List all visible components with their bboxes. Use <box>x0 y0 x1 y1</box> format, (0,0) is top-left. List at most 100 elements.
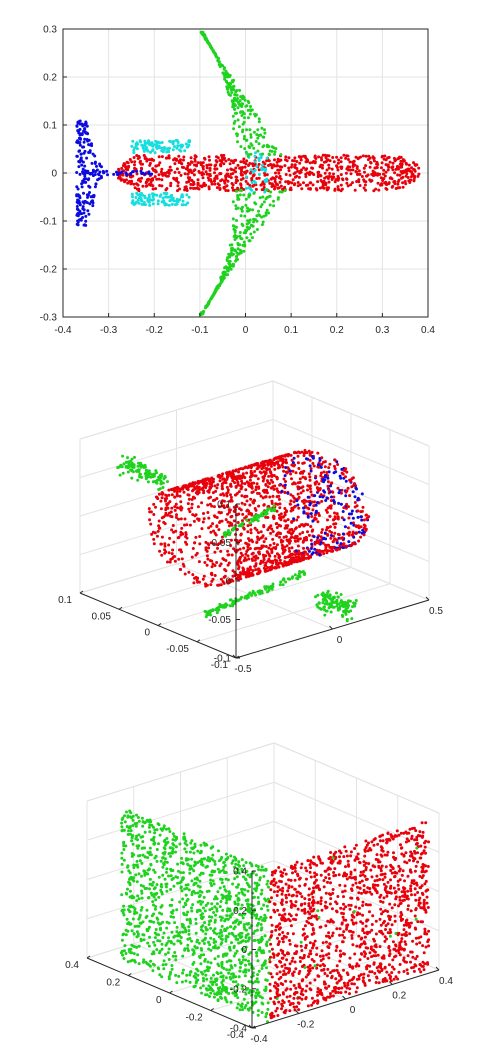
cap-point <box>309 479 312 482</box>
cylinder-point <box>281 562 284 565</box>
fuselage-point <box>312 183 315 186</box>
cylinder-point <box>242 568 245 571</box>
cylinder-point <box>257 531 260 534</box>
tail-point <box>76 155 79 158</box>
face-a-point <box>229 949 232 952</box>
fuselage-point <box>202 165 205 168</box>
cylinder-point <box>244 482 247 485</box>
face-a-point <box>261 865 264 868</box>
fuselage-point <box>356 173 359 176</box>
face-a-point <box>161 943 164 946</box>
fuselage-point <box>298 162 301 165</box>
cylinder-point <box>185 533 188 536</box>
cylinder-point <box>263 540 266 543</box>
cap-point <box>341 472 344 475</box>
face-a-point <box>220 971 223 974</box>
fin-point <box>149 476 152 479</box>
tail-point <box>81 216 84 219</box>
cylinder-point <box>232 469 235 472</box>
fuselage-point <box>234 181 237 184</box>
face-a-point <box>210 874 213 877</box>
cylinder-point <box>235 468 238 471</box>
engine-point <box>152 195 155 198</box>
wing-point <box>257 213 260 216</box>
cap-point <box>356 509 359 512</box>
wing-point <box>213 291 216 294</box>
cap-point <box>357 516 360 519</box>
engine-point <box>258 159 261 162</box>
cap-point <box>310 470 313 473</box>
fuselage-point <box>148 183 151 186</box>
cylinder-point <box>250 485 253 488</box>
cylinder-point <box>232 547 235 550</box>
cap-point <box>307 496 310 499</box>
cap-point <box>308 485 311 488</box>
fuselage-point <box>284 155 287 158</box>
fuselage-point <box>117 168 120 171</box>
cylinder-point <box>343 518 346 521</box>
wing-point <box>234 112 237 115</box>
fin-point <box>204 610 207 613</box>
fuselage-point <box>151 184 154 187</box>
face-a-point <box>160 827 163 830</box>
fuselage-point <box>190 156 193 159</box>
face-a-point <box>223 885 226 888</box>
face-a-point <box>238 975 241 978</box>
fuselage-point <box>127 161 130 164</box>
cylinder-point <box>330 531 333 534</box>
cylinder-point <box>167 489 170 492</box>
fin-point <box>352 601 355 604</box>
wing-point <box>227 86 230 89</box>
cylinder-point <box>152 538 155 541</box>
cylinder-point <box>286 540 289 543</box>
cylinder-point <box>251 472 254 475</box>
wing-point <box>232 217 235 220</box>
wing-point <box>243 147 246 150</box>
tail-point <box>81 207 84 210</box>
cylinder-point <box>239 539 242 542</box>
wing-point <box>244 99 247 102</box>
cylinder-point <box>294 482 297 485</box>
fuselage-point <box>402 176 405 179</box>
face-a-point <box>206 902 209 905</box>
x-tick-label: 0 <box>243 325 249 336</box>
wing-point <box>268 153 271 156</box>
cylinder-point <box>209 503 212 506</box>
tail-point <box>131 170 134 173</box>
cylinder-point <box>252 502 255 505</box>
fuselage-point <box>341 178 344 181</box>
face-a-point <box>166 861 169 864</box>
fin-point <box>261 592 264 595</box>
face-a-point <box>123 814 126 817</box>
cap-point <box>315 510 318 513</box>
cylinder-point <box>255 541 258 544</box>
x-tick-label: 0.2 <box>330 325 344 336</box>
wing-point <box>237 106 240 109</box>
fuselage-point <box>348 166 351 169</box>
face-a-point <box>236 1006 239 1009</box>
cylinder-point <box>223 568 226 571</box>
fuselage-point <box>364 164 367 167</box>
fuselage-point <box>274 172 277 175</box>
face-a-point <box>231 933 234 936</box>
cylinder-point <box>264 564 267 567</box>
cap-point <box>352 490 355 493</box>
face-a-point <box>268 938 271 941</box>
fuselage-point <box>405 162 408 165</box>
fuselage-point <box>119 177 122 180</box>
wing-point <box>226 259 229 262</box>
engine-point <box>255 165 258 168</box>
cylinder-point <box>157 530 160 533</box>
engine-point <box>157 202 160 205</box>
cylinder-point <box>265 495 268 498</box>
cylinder-point <box>284 556 287 559</box>
fuselage-point <box>165 187 168 190</box>
fin-point <box>256 590 259 593</box>
cylinder-point <box>209 559 212 562</box>
cap-point <box>298 496 301 499</box>
cylinder-point <box>207 546 210 549</box>
face-a-point <box>267 909 270 912</box>
fuselage-point <box>328 172 331 175</box>
fuselage-point <box>345 167 348 170</box>
tail-point <box>97 173 100 176</box>
